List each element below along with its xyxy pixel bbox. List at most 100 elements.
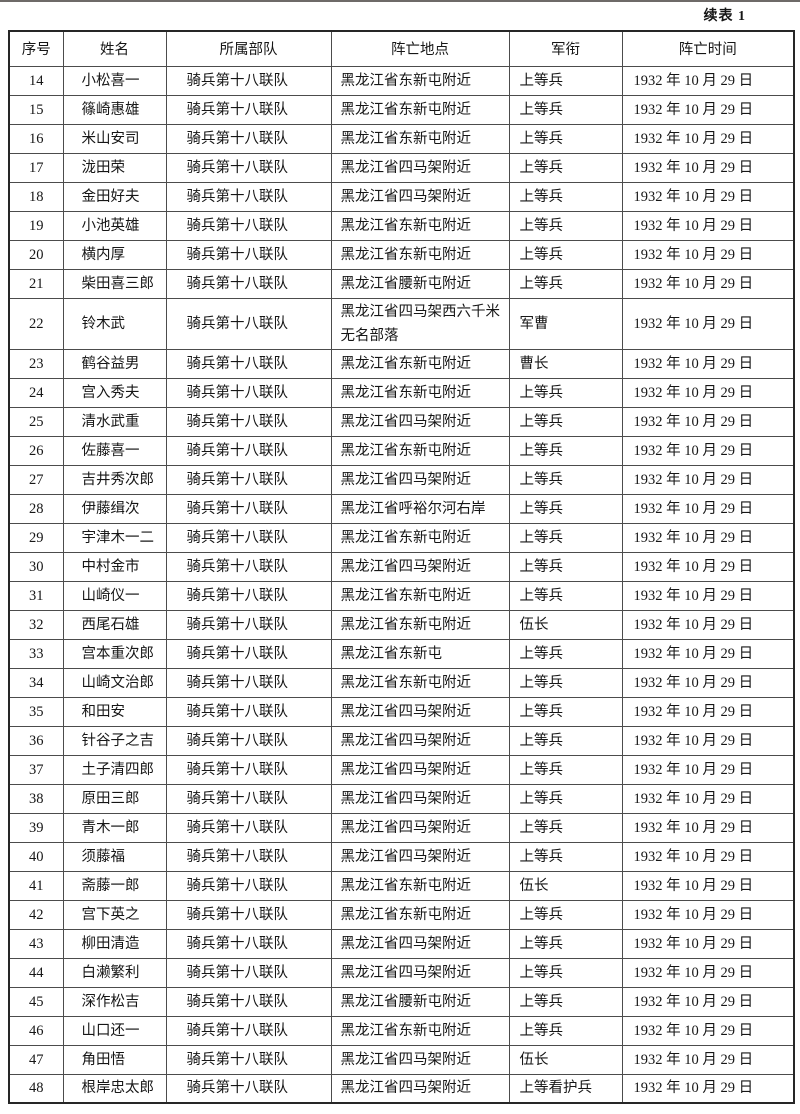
cell-unit: 骑兵第十八联队 [165, 928, 332, 959]
cell-name: 山崎仪一 [62, 580, 167, 611]
cell-serial: 14 [8, 65, 64, 96]
cell-place: 黑龙江省东新屯附近 [330, 580, 510, 611]
cell-rank: 军曹 [508, 297, 623, 350]
cell-serial: 16 [8, 123, 64, 154]
cell-date: 1932 年 10 月 29 日 [621, 812, 795, 843]
col-header-serial: 序号 [8, 30, 64, 67]
cell-serial: 42 [8, 899, 64, 930]
cell-rank: 上等兵 [508, 899, 623, 930]
cell-place: 黑龙江省四马架附近 [330, 152, 510, 183]
cell-rank: 上等兵 [508, 406, 623, 437]
cell-name: 柴田喜三郎 [62, 268, 167, 299]
cell-place: 黑龙江省四马架附近 [330, 181, 510, 212]
cell-unit: 骑兵第十八联队 [165, 123, 332, 154]
cell-serial: 47 [8, 1044, 64, 1075]
cell-rank: 上等兵 [508, 754, 623, 785]
table-row: 30 中村金市 骑兵第十八联队 黑龙江省四马架附近 上等兵 1932 年 10 月 29 … [8, 551, 795, 582]
cell-name: 针谷子之吉 [62, 725, 167, 756]
table-row: 29 宇津木一二 骑兵第十八联队 黑龙江省东新屯附近 上等兵 1932 年 10 月 29… [8, 522, 795, 553]
table-row: 14 小松喜一 骑兵第十八联队 黑龙江省东新屯附近 上等兵 1932 年 10 月 29 … [8, 65, 795, 96]
cell-name: 角田悟 [62, 1044, 167, 1075]
table-row: 33 宫本重次郎 骑兵第十八联队 黑龙江省东新屯 上等兵 1932 年 10 月 29 日 [8, 638, 795, 669]
cell-place: 黑龙江省东新屯附近 [330, 123, 510, 154]
cell-serial: 31 [8, 580, 64, 611]
table-row: 25 清水武重 骑兵第十八联队 黑龙江省四马架附近 上等兵 1932 年 10 月 29 … [8, 406, 795, 437]
cell-serial: 33 [8, 638, 64, 669]
cell-unit: 骑兵第十八联队 [165, 870, 332, 901]
cell-unit: 骑兵第十八联队 [165, 783, 332, 814]
table-row: 44 白濑繁利 骑兵第十八联队 黑龙江省四马架附近 上等兵 1932 年 10 月 29 … [8, 957, 795, 988]
cell-rank: 上等兵 [508, 696, 623, 727]
cell-rank: 上等兵 [508, 551, 623, 582]
table-row: 46 山口还一 骑兵第十八联队 黑龙江省东新屯附近 上等兵 1932 年 10 月 29 … [8, 1015, 795, 1046]
cell-rank: 上等兵 [508, 123, 623, 154]
cell-unit: 骑兵第十八联队 [165, 406, 332, 437]
cell-name: 清水武重 [62, 406, 167, 437]
cell-place: 黑龙江省东新屯附近 [330, 870, 510, 901]
cell-date: 1932 年 10 月 29 日 [621, 609, 795, 640]
cell-date: 1932 年 10 月 29 日 [621, 464, 795, 495]
cell-rank: 上等兵 [508, 181, 623, 212]
cell-place: 黑龙江省腰新屯附近 [330, 268, 510, 299]
cell-place: 黑龙江省四马架西六千米无名部落 [330, 297, 510, 350]
table-row: 36 针谷子之吉 骑兵第十八联队 黑龙江省四马架附近 上等兵 1932 年 10 月 29… [8, 725, 795, 756]
col-header-unit: 所属部队 [165, 30, 332, 67]
table-row: 23 鹤谷益男 骑兵第十八联队 黑龙江省东新屯附近 曹长 1932 年 10 月 29 日 [8, 348, 795, 379]
cell-date: 1932 年 10 月 29 日 [621, 94, 795, 125]
cell-name: 中村金市 [62, 551, 167, 582]
cell-place: 黑龙江省四马架附近 [330, 406, 510, 437]
table-row: 15 篠崎惠雄 骑兵第十八联队 黑龙江省东新屯附近 上等兵 1932 年 10 月 29 … [8, 94, 795, 125]
cell-name: 宫本重次郎 [62, 638, 167, 669]
cell-rank: 上等兵 [508, 435, 623, 466]
cell-rank: 上等兵 [508, 841, 623, 872]
cell-rank: 上等兵 [508, 667, 623, 698]
cell-date: 1932 年 10 月 29 日 [621, 152, 795, 183]
cell-rank: 上等兵 [508, 580, 623, 611]
cell-unit: 骑兵第十八联队 [165, 841, 332, 872]
cell-date: 1932 年 10 月 29 日 [621, 841, 795, 872]
cell-rank: 上等兵 [508, 377, 623, 408]
cell-place: 黑龙江省呼裕尔河右岸 [330, 493, 510, 524]
cell-date: 1932 年 10 月 29 日 [621, 667, 795, 698]
cell-serial: 19 [8, 210, 64, 241]
cell-place: 黑龙江省东新屯附近 [330, 65, 510, 96]
cell-unit: 骑兵第十八联队 [165, 181, 332, 212]
cell-date: 1932 年 10 月 29 日 [621, 957, 795, 988]
cell-unit: 骑兵第十八联队 [165, 1015, 332, 1046]
cell-serial: 18 [8, 181, 64, 212]
cell-name: 佐藤喜一 [62, 435, 167, 466]
cell-place: 黑龙江省四马架附近 [330, 1073, 510, 1104]
cell-serial: 30 [8, 551, 64, 582]
cell-rank: 上等兵 [508, 210, 623, 241]
cell-place: 黑龙江省四马架附近 [330, 464, 510, 495]
cell-name: 柳田清造 [62, 928, 167, 959]
cell-rank: 上等兵 [508, 638, 623, 669]
cell-serial: 20 [8, 239, 64, 270]
cell-unit: 骑兵第十八联队 [165, 152, 332, 183]
cell-name: 山口还一 [62, 1015, 167, 1046]
cell-unit: 骑兵第十八联队 [165, 464, 332, 495]
cell-date: 1932 年 10 月 29 日 [621, 268, 795, 299]
cell-unit: 骑兵第十八联队 [165, 522, 332, 553]
cell-rank: 上等兵 [508, 957, 623, 988]
cell-rank: 上等兵 [508, 783, 623, 814]
cell-name: 伊藤缉次 [62, 493, 167, 524]
cell-date: 1932 年 10 月 29 日 [621, 638, 795, 669]
table-row: 17 泷田荣 骑兵第十八联队 黑龙江省四马架附近 上等兵 1932 年 10 月 29 日 [8, 152, 795, 183]
cell-serial: 22 [8, 297, 64, 350]
cell-rank: 上等兵 [508, 986, 623, 1017]
cell-unit: 骑兵第十八联队 [165, 1073, 332, 1104]
cell-unit: 骑兵第十八联队 [165, 268, 332, 299]
cell-place: 黑龙江省东新屯 [330, 638, 510, 669]
cell-place: 黑龙江省四马架附近 [330, 957, 510, 988]
cell-rank: 上等看护兵 [508, 1073, 623, 1104]
cell-date: 1932 年 10 月 29 日 [621, 435, 795, 466]
cell-date: 1932 年 10 月 29 日 [621, 493, 795, 524]
table-row: 27 吉井秀次郎 骑兵第十八联队 黑龙江省四马架附近 上等兵 1932 年 10 月 29… [8, 464, 795, 495]
cell-unit: 骑兵第十八联队 [165, 65, 332, 96]
table-row: 21 柴田喜三郎 骑兵第十八联队 黑龙江省腰新屯附近 上等兵 1932 年 10 月 29… [8, 268, 795, 299]
cell-rank: 上等兵 [508, 268, 623, 299]
cell-name: 山崎文治郎 [62, 667, 167, 698]
cell-place: 黑龙江省东新屯附近 [330, 348, 510, 379]
